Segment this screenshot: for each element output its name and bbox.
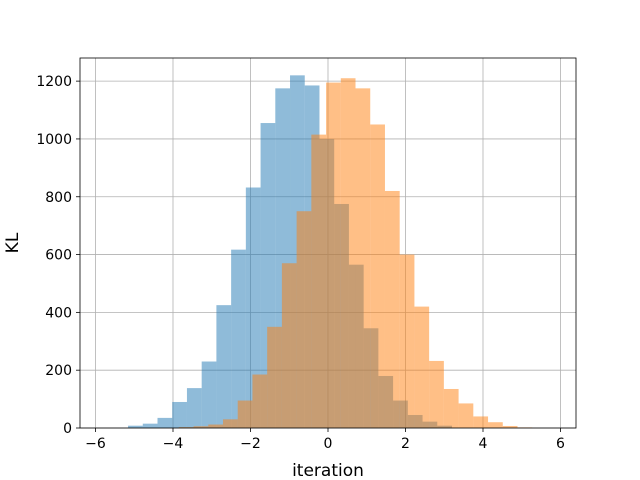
y-tick-label: 200	[45, 363, 72, 379]
histogram-bars	[128, 75, 533, 428]
histogram-bar	[443, 388, 459, 428]
series-1-bars	[178, 78, 533, 428]
y-tick-label: 0	[63, 421, 72, 437]
histogram-bar	[193, 426, 209, 428]
histogram-bar	[178, 427, 194, 428]
x-tick-label: −4	[163, 436, 184, 452]
histogram-bar	[222, 419, 238, 428]
y-tick-label: 400	[45, 305, 72, 321]
histogram-bar	[340, 78, 356, 428]
x-tick-label: 4	[479, 436, 488, 452]
x-axis-ticks: −6 −4 −2 0 2 4 6	[85, 428, 565, 452]
x-tick-label: 2	[401, 436, 410, 452]
histogram-bar	[252, 374, 268, 428]
histogram-bar	[142, 423, 158, 428]
histogram-bar	[128, 425, 143, 428]
y-tick-label: 800	[45, 190, 72, 206]
histogram-bar	[311, 134, 327, 428]
histogram-bar	[172, 401, 187, 428]
histogram-bar	[296, 211, 312, 428]
histogram-bar	[414, 306, 430, 428]
x-tick-label: −6	[85, 436, 106, 452]
histogram-bar	[245, 187, 261, 428]
histogram-bar	[237, 400, 253, 428]
histogram-bar	[231, 249, 246, 428]
x-axis-label: iteration	[292, 461, 364, 480]
histogram-bar	[267, 326, 282, 428]
histogram-bar	[326, 82, 341, 428]
histogram-bar	[429, 360, 444, 428]
histogram-bar	[399, 254, 415, 428]
histogram-bar	[201, 361, 217, 428]
histogram-bar	[384, 190, 400, 428]
y-tick-label: 600	[45, 248, 72, 264]
histogram-bar	[488, 422, 503, 428]
histogram-bar	[186, 388, 202, 428]
histogram-bar	[370, 124, 385, 428]
histogram-bar	[473, 416, 489, 428]
histogram-bar	[216, 305, 232, 428]
y-tick-label: 1000	[36, 132, 72, 148]
y-tick-label: 1200	[36, 74, 72, 90]
histogram-bar	[502, 425, 518, 428]
x-tick-label: 6	[556, 436, 565, 452]
x-tick-label: −2	[240, 436, 261, 452]
y-axis-label: KL	[3, 232, 23, 253]
histogram-bar	[458, 403, 474, 428]
histogram-bar	[281, 263, 297, 428]
histogram-bar	[208, 424, 223, 428]
histogram-bar	[355, 88, 371, 428]
x-tick-label: 0	[324, 436, 333, 452]
y-axis-ticks: 0 200 400 600 800 1000 1200	[36, 74, 80, 437]
histogram-bar	[157, 417, 173, 428]
